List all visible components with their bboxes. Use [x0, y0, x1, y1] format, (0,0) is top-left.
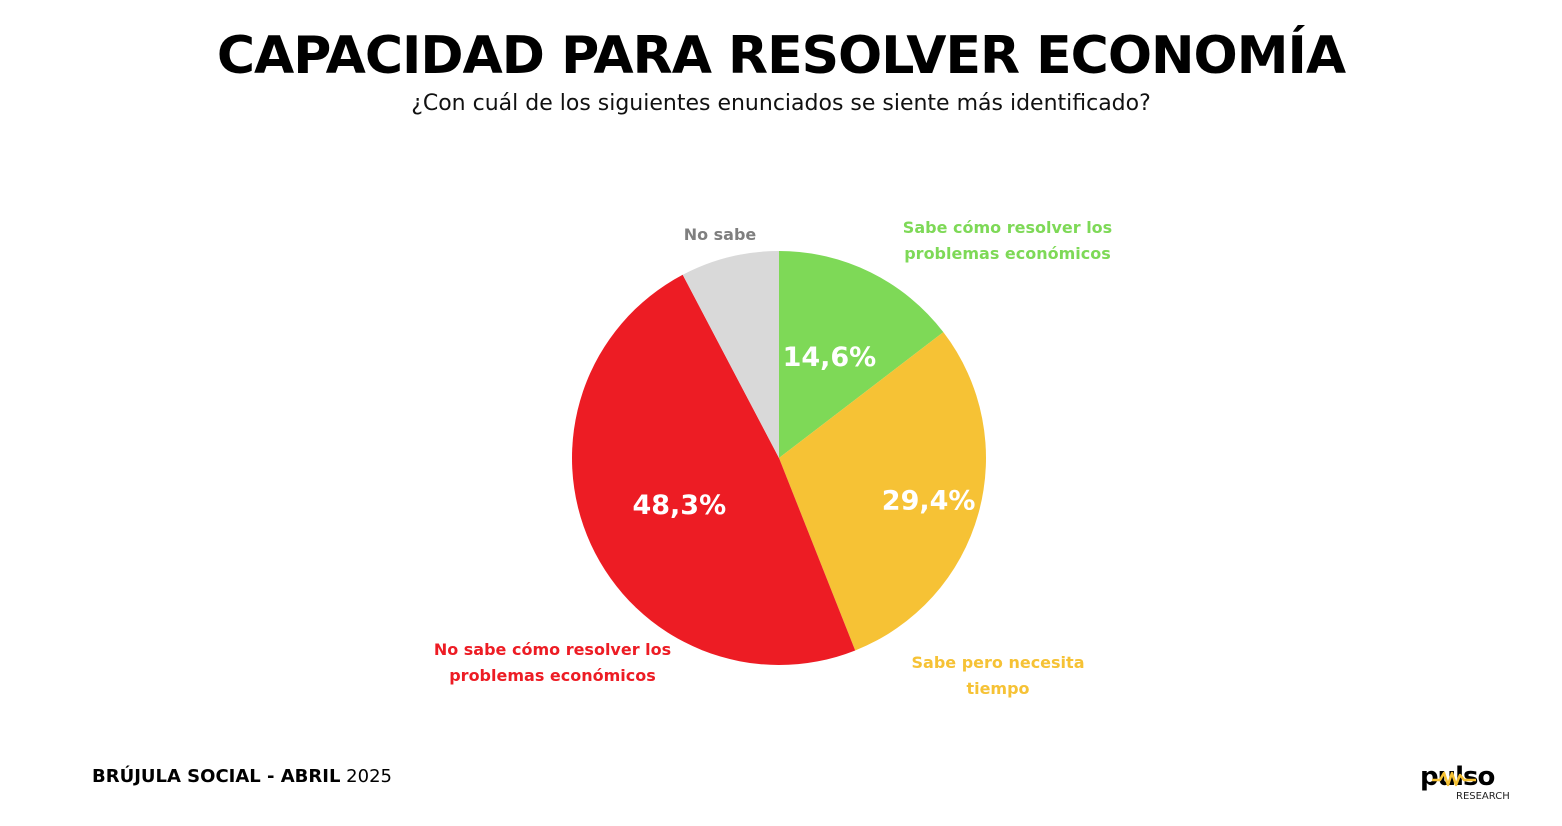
footer-bold: BRÚJULA SOCIAL - ABRIL: [92, 766, 341, 787]
legend-label-sabe-pero: Sabe pero necesita tiempo: [888, 650, 1108, 702]
legend-label-line: tiempo: [966, 679, 1030, 698]
legend-label-sabe-como: Sabe cómo resolver los problemas económi…: [880, 215, 1135, 267]
logo-subtitle: RESEARCH: [1456, 791, 1510, 802]
slice-value-label: 29,4%: [882, 485, 976, 516]
pulse-wave-icon: [1432, 771, 1476, 787]
legend-label-no-sabe-como: No sabe cómo resolver los problemas econ…: [405, 637, 700, 689]
legend-label-line: Sabe pero necesita: [911, 653, 1085, 672]
slice-value-label: 14,6%: [783, 342, 877, 373]
legend-label-line: problemas económicos: [904, 244, 1111, 263]
page-title: CAPACIDAD PARA RESOLVER ECONOMÍA: [216, 26, 1346, 86]
legend-label-no-sabe: No sabe: [660, 222, 780, 248]
pie-slice: [572, 274, 856, 665]
legend-label-line: problemas económicos: [449, 666, 656, 685]
legend-label-line: No sabe: [683, 225, 757, 244]
pulso-logo: pulso RESEARCH: [1420, 762, 1520, 808]
page-subtitle: ¿Con cuál de los siguientes enunciados s…: [411, 91, 1151, 116]
logo-word: pulso: [1420, 762, 1495, 792]
footer-caption: BRÚJULA SOCIAL - ABRIL 2025: [92, 766, 392, 787]
pie-slice: [779, 332, 986, 651]
slice-value-label: 48,3%: [632, 490, 726, 521]
legend-label-line: Sabe cómo resolver los: [902, 218, 1113, 237]
pie-slice: [779, 251, 944, 458]
footer-year: 2025: [340, 766, 392, 787]
pie-slice: [682, 251, 779, 458]
legend-label-line: No sabe cómo resolver los: [433, 640, 672, 659]
